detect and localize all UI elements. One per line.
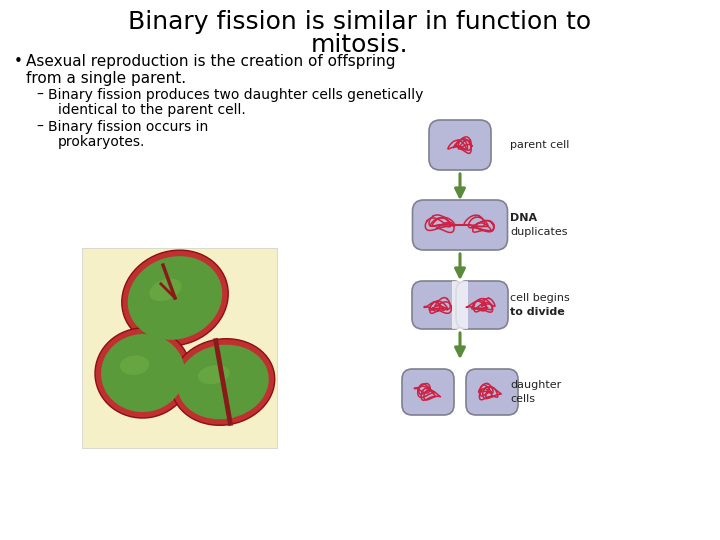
FancyBboxPatch shape — [82, 248, 277, 448]
Ellipse shape — [198, 365, 230, 384]
Text: Binary fission is similar in function to: Binary fission is similar in function to — [128, 10, 592, 34]
Ellipse shape — [101, 334, 185, 412]
Text: –: – — [36, 120, 43, 134]
Ellipse shape — [177, 345, 269, 419]
Text: cells: cells — [510, 394, 535, 404]
Ellipse shape — [107, 340, 179, 406]
Text: from a single parent.: from a single parent. — [26, 71, 186, 86]
Ellipse shape — [171, 339, 275, 426]
FancyBboxPatch shape — [412, 281, 464, 329]
Text: •: • — [14, 54, 23, 69]
FancyBboxPatch shape — [452, 281, 468, 329]
Ellipse shape — [95, 328, 191, 418]
Ellipse shape — [184, 350, 262, 414]
Text: parent cell: parent cell — [510, 140, 570, 150]
FancyBboxPatch shape — [402, 369, 454, 415]
Text: identical to the parent cell.: identical to the parent cell. — [58, 103, 246, 117]
FancyBboxPatch shape — [456, 281, 508, 329]
Text: duplicates: duplicates — [510, 227, 567, 237]
Text: Binary fission occurs in: Binary fission occurs in — [48, 120, 208, 134]
Text: DNA: DNA — [510, 213, 537, 223]
FancyBboxPatch shape — [466, 369, 518, 415]
FancyBboxPatch shape — [413, 200, 508, 250]
Ellipse shape — [135, 262, 215, 334]
Text: Asexual reproduction is the creation of offspring: Asexual reproduction is the creation of … — [26, 54, 395, 69]
Text: daughter: daughter — [510, 380, 562, 390]
Ellipse shape — [149, 279, 181, 301]
Text: –: – — [36, 88, 43, 102]
Ellipse shape — [120, 355, 149, 375]
Text: prokaryotes.: prokaryotes. — [58, 135, 145, 149]
Text: cell begins: cell begins — [510, 293, 570, 303]
Ellipse shape — [127, 256, 222, 340]
Ellipse shape — [122, 250, 228, 346]
Text: Binary fission produces two daughter cells genetically: Binary fission produces two daughter cel… — [48, 88, 423, 102]
Text: mitosis.: mitosis. — [311, 33, 409, 57]
Text: to divide: to divide — [510, 307, 564, 317]
FancyBboxPatch shape — [429, 120, 491, 170]
